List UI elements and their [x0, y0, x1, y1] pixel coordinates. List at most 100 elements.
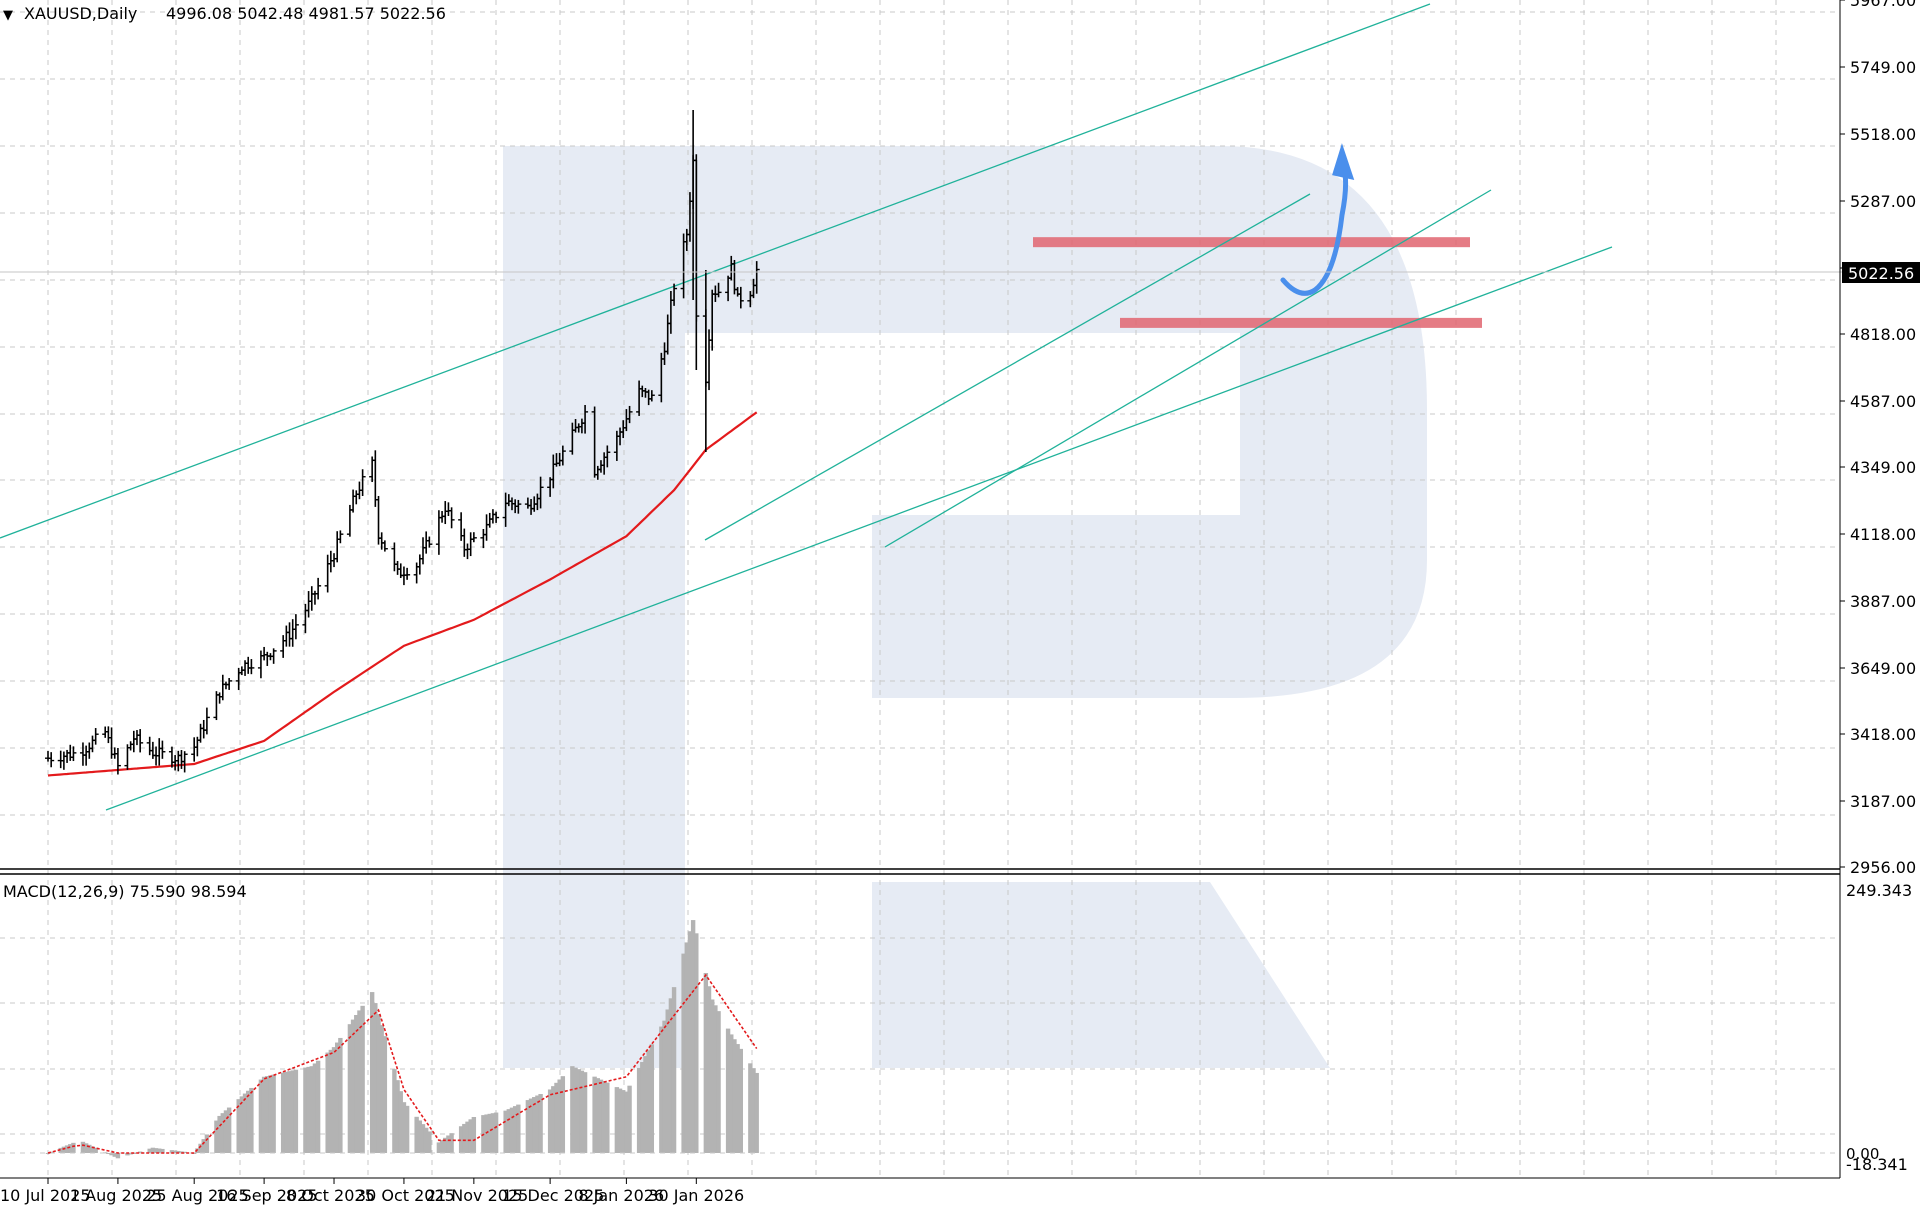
- macd-bar: [643, 1056, 648, 1153]
- macd-bar: [293, 1069, 299, 1153]
- macd-bar: [754, 1072, 759, 1153]
- macd-bar: [109, 1153, 114, 1156]
- macd-bar: [214, 1120, 219, 1153]
- macd-bar: [271, 1074, 276, 1153]
- macd-bar: [414, 1116, 419, 1153]
- macd-bar: [334, 1042, 340, 1153]
- macd-bar: [182, 1151, 187, 1153]
- macd-bar: [236, 1099, 241, 1153]
- macd-bar: [417, 1120, 423, 1153]
- macd-bar: [465, 1121, 470, 1153]
- macd-bar: [621, 1090, 626, 1153]
- macd-bar: [58, 1147, 63, 1153]
- resistance-zones: [1033, 237, 1482, 328]
- menu-arrow-icon[interactable]: ▼: [3, 8, 13, 23]
- macd-bar: [601, 1081, 607, 1153]
- macd-bar: [598, 1079, 604, 1153]
- macd-bar: [223, 1110, 229, 1153]
- macd-bar: [303, 1067, 308, 1153]
- macd-bar: [636, 1067, 642, 1153]
- resistance-zone-lower: [1120, 317, 1482, 328]
- macd-bar: [592, 1076, 597, 1153]
- macd-bar: [439, 1140, 445, 1153]
- macd-histogram: [0, 920, 1840, 1159]
- macd-bar: [573, 1067, 578, 1153]
- macd-bar: [484, 1114, 489, 1153]
- watermark-logo: [503, 146, 1427, 1068]
- macd-bar: [687, 931, 693, 1153]
- macd-axis-zero: 0.00: [1846, 1145, 1879, 1163]
- forecast-arrow: [1280, 165, 1349, 296]
- macd-bar: [624, 1091, 629, 1153]
- macd-bar: [172, 1150, 178, 1153]
- macd-bar: [509, 1107, 515, 1153]
- macd-bar: [87, 1144, 92, 1153]
- macd-bar: [487, 1113, 492, 1153]
- macd-bar: [246, 1090, 251, 1153]
- macd-bar: [512, 1106, 518, 1153]
- macd-bar: [493, 1112, 499, 1153]
- macd-bar: [735, 1044, 740, 1153]
- channel-line: [704, 193, 1311, 541]
- current-price-label: 5022.56: [1848, 264, 1914, 283]
- macd-bar: [242, 1093, 248, 1153]
- macd-bar: [153, 1148, 159, 1153]
- watermark-a-shape: [872, 882, 1330, 1068]
- trend-channel-lines: [0, 3, 1613, 811]
- chart-grid: [0, 0, 1840, 1178]
- price-tick-label: 3418.00: [1850, 725, 1916, 744]
- macd-bar: [220, 1113, 225, 1153]
- macd-bar: [360, 1005, 365, 1153]
- macd-bar: [398, 1091, 403, 1153]
- macd-bar: [646, 1050, 651, 1153]
- price-tick-label: 4818.00: [1850, 325, 1916, 344]
- macd-bar: [369, 992, 375, 1153]
- macd-bar: [90, 1146, 95, 1153]
- macd-bar: [382, 1036, 388, 1153]
- macd-bar: [404, 1105, 410, 1153]
- macd-bar: [68, 1144, 73, 1153]
- macd-bar: [662, 1020, 667, 1153]
- macd-bar: [503, 1110, 508, 1153]
- macd-bar: [506, 1109, 512, 1153]
- macd-bar: [125, 1153, 130, 1156]
- macd-bar: [284, 1071, 289, 1153]
- price-tick-label: 5518.00: [1850, 125, 1916, 144]
- candle-series: [45, 110, 760, 775]
- macd-bar: [239, 1096, 245, 1153]
- macd-bar: [458, 1126, 464, 1153]
- time-tick-label: 8 Jan 2026: [578, 1186, 664, 1205]
- macd-bar: [204, 1134, 210, 1153]
- macd-bar: [268, 1075, 273, 1153]
- macd-bar: [147, 1148, 152, 1153]
- macd-bar: [649, 1044, 655, 1153]
- macd-bar: [115, 1153, 121, 1159]
- macd-label: MACD(12,26,9) 75.590 98.594: [3, 882, 247, 901]
- macd-axis-top: 249.343: [1846, 881, 1912, 900]
- macd-bar: [681, 953, 686, 1153]
- macd-axis-bottom: -18.341: [1846, 1155, 1908, 1174]
- macd-bar: [665, 1009, 670, 1153]
- macd-bar: [684, 942, 689, 1153]
- macd-bar: [535, 1095, 540, 1153]
- macd-bar: [226, 1107, 232, 1153]
- macd-bar: [468, 1119, 473, 1153]
- time-tick-label: 25 Aug 2025: [146, 1186, 249, 1205]
- macd-bar: [392, 1069, 397, 1153]
- macd-bar: [395, 1080, 400, 1153]
- macd-bar: [357, 1010, 362, 1153]
- macd-bar: [423, 1127, 429, 1153]
- macd-bar: [690, 920, 696, 1153]
- macd-bar: [659, 1026, 664, 1153]
- macd-bar: [462, 1123, 467, 1153]
- macd-bar: [280, 1072, 286, 1153]
- macd-bar: [150, 1147, 156, 1153]
- macd-bar: [201, 1139, 206, 1153]
- price-tick-label: 4587.00: [1850, 392, 1916, 411]
- macd-bar: [427, 1131, 432, 1153]
- macd-signal-line: [47, 973, 758, 1154]
- macd-bar: [554, 1082, 559, 1153]
